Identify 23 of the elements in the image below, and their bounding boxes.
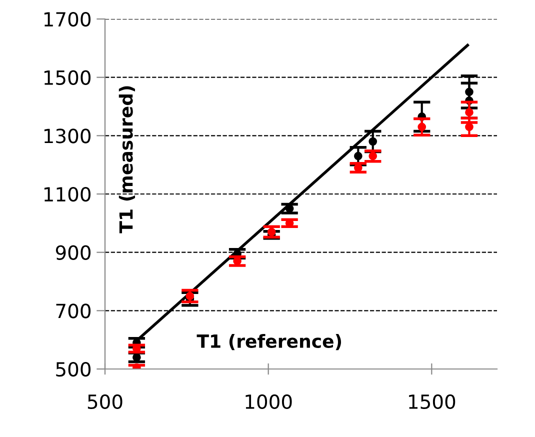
point [354, 164, 362, 172]
y-tick-label: 500 [56, 362, 91, 377]
point [267, 228, 276, 236]
y-axis-title: T1 (measured) [118, 86, 135, 234]
point [132, 353, 141, 362]
y-tick-label: 1700 [44, 12, 91, 27]
point [186, 292, 194, 300]
x-tick-label: 1000 [246, 394, 292, 410]
x-tick-label: 1500 [409, 394, 456, 410]
y-tick-label: 900 [56, 245, 91, 260]
point [368, 152, 378, 160]
point [418, 122, 426, 132]
y-tick-label: 1300 [44, 128, 91, 144]
point [354, 152, 362, 160]
point [465, 122, 474, 132]
point [465, 88, 474, 96]
point [368, 137, 378, 146]
y-tick-label: 1500 [44, 70, 91, 85]
x-tick-label: 500 [88, 394, 122, 410]
x-axis-title: T1 (reference) [196, 334, 342, 350]
point [465, 108, 474, 116]
y-tick-label: 700 [56, 304, 91, 318]
y-tick-label: 1100 [44, 186, 91, 202]
